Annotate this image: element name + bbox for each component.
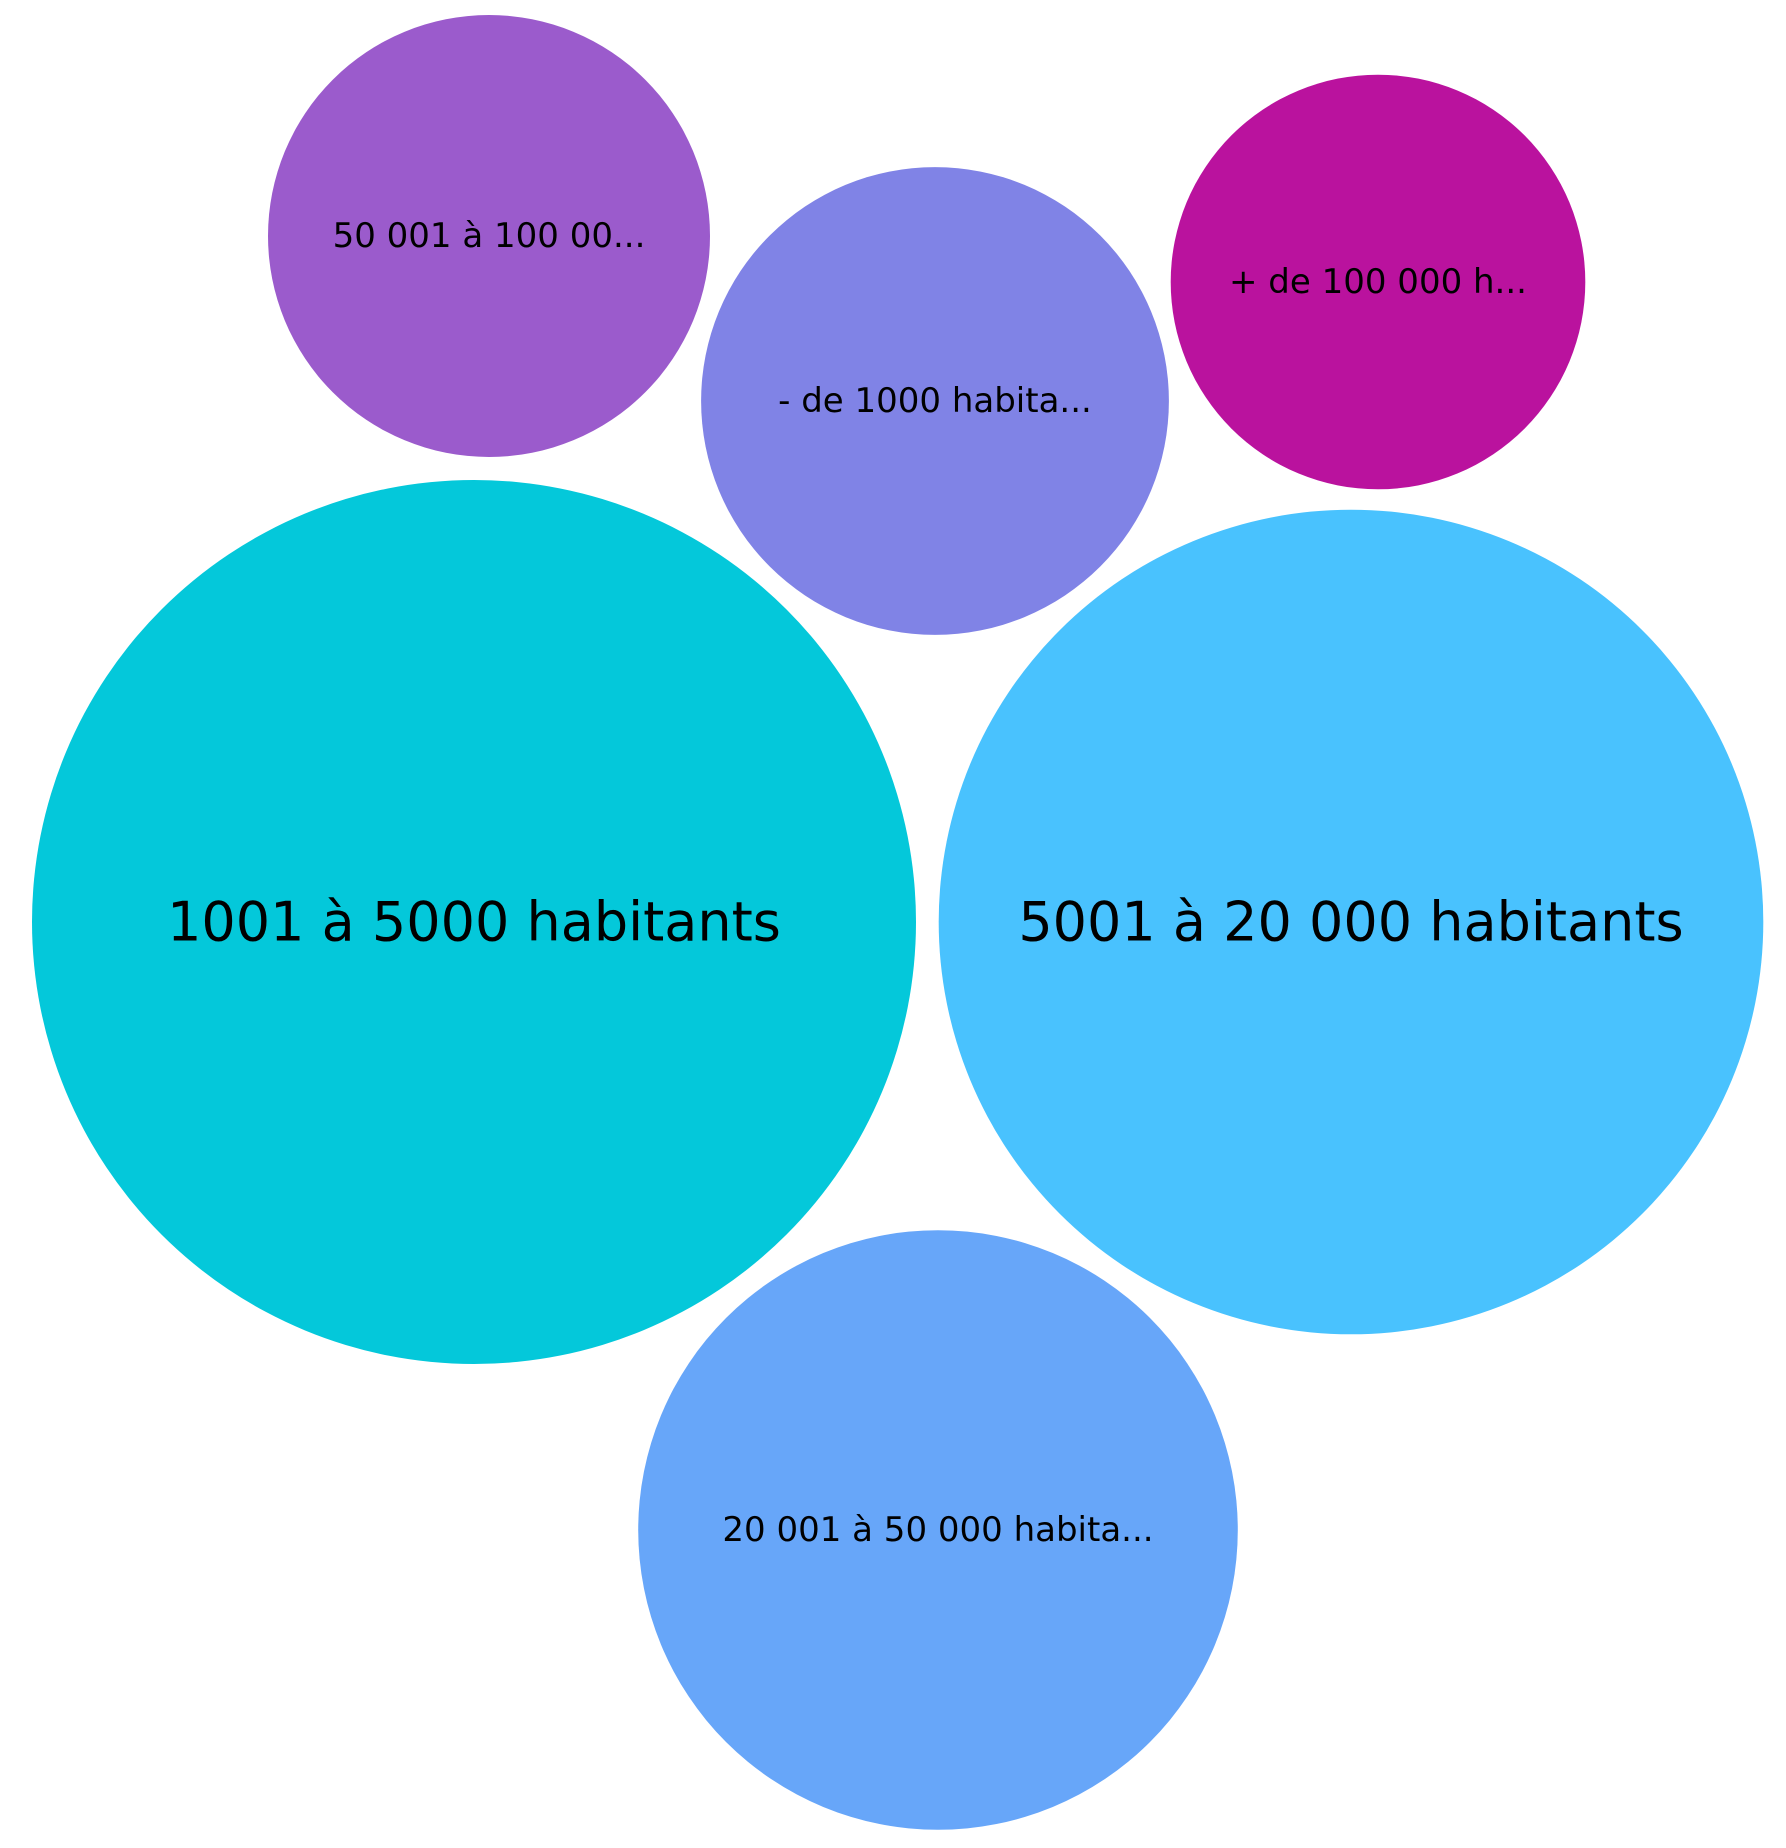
bubble-1[interactable]: 5001 à 20 000 habitants <box>938 509 1764 1335</box>
bubble-label: 20 001 à 50 000 habita... <box>722 1510 1153 1550</box>
bubble-circle[interactable] <box>1170 74 1586 490</box>
bubble-circle[interactable] <box>32 480 916 1364</box>
bubble-label: + de 100 000 h... <box>1229 262 1527 302</box>
bubble-4[interactable]: 50 001 à 100 00... <box>268 15 710 457</box>
bubble-0[interactable]: 1001 à 5000 habitants <box>32 480 916 1364</box>
bubbles-layer: 1001 à 5000 habitants 5001 à 20 000 habit… <box>32 15 1764 1830</box>
bubble-label: 1001 à 5000 habitants <box>167 891 781 954</box>
bubble-circle[interactable] <box>638 1230 1238 1830</box>
bubble-circle[interactable] <box>938 509 1764 1335</box>
bubble-label: - de 1000 habita... <box>778 381 1092 421</box>
bubble-2[interactable]: 20 001 à 50 000 habita... <box>638 1230 1238 1830</box>
bubble-label: 5001 à 20 000 habitants <box>1018 891 1683 954</box>
bubble-circle[interactable] <box>268 15 710 457</box>
bubble-label: 50 001 à 100 00... <box>333 216 646 256</box>
bubble-circle[interactable] <box>701 167 1169 635</box>
bubble-5[interactable]: + de 100 000 h... <box>1170 74 1586 490</box>
bubble-3[interactable]: - de 1000 habita... <box>701 167 1169 635</box>
